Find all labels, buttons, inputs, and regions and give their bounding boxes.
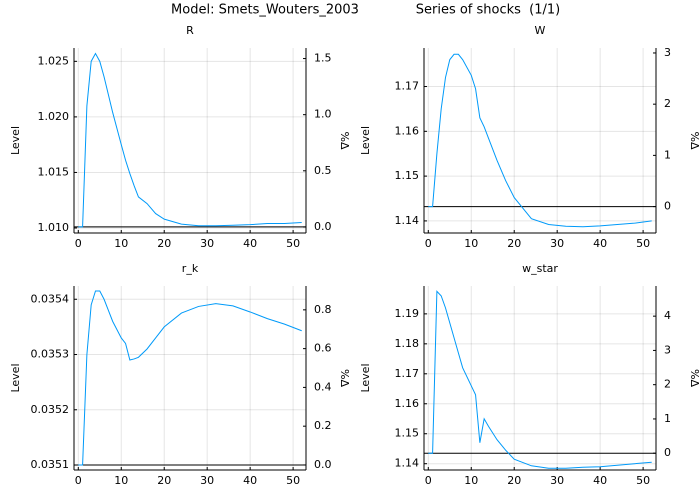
- x-tick-label: 0: [75, 237, 82, 250]
- y2-tick-label: 1: [664, 148, 671, 161]
- y-axis-label: Level: [9, 126, 22, 155]
- x-tick-label: 0: [425, 237, 432, 250]
- y2-tick-label: 0.5: [314, 164, 332, 177]
- y-tick-label: 1.14: [395, 457, 420, 470]
- y-tick-label: 1.19: [395, 307, 420, 320]
- x-tick-label: 20: [507, 474, 521, 487]
- y2-tick-label: 0.0: [314, 220, 332, 233]
- model-title: Model: Smets_Wouters_2003: [171, 3, 359, 18]
- y-tick-label: 1.15: [395, 427, 420, 440]
- y2-tick-label: 4: [664, 309, 671, 322]
- x-tick-label: 10: [114, 237, 128, 250]
- x-tick-label: 0: [425, 474, 432, 487]
- y-tick-label: 0.0354: [31, 292, 70, 305]
- panel-title: R: [186, 24, 194, 37]
- y2-axis-label: %Δ: [338, 369, 351, 387]
- y2-tick-label: 2: [664, 378, 671, 391]
- x-tick-label: 30: [550, 474, 564, 487]
- y-tick-label: 1.18: [395, 337, 420, 350]
- x-tick-label: 30: [550, 237, 564, 250]
- x-tick-label: 20: [157, 474, 171, 487]
- panel-title: r_k: [182, 262, 199, 275]
- x-tick-label: 50: [286, 237, 300, 250]
- x-tick-label: 40: [593, 474, 607, 487]
- y-axis-label: Level: [9, 363, 22, 392]
- x-tick-label: 50: [636, 237, 650, 250]
- y2-tick-label: 2: [664, 97, 671, 110]
- x-tick-label: 10: [464, 474, 478, 487]
- y-tick-label: 1.14: [395, 214, 420, 227]
- y2-tick-label: 1.5: [314, 52, 332, 65]
- x-tick-label: 10: [114, 474, 128, 487]
- y2-axis-label: %Δ: [688, 132, 700, 150]
- y2-tick-label: 0.2: [314, 419, 332, 432]
- x-tick-label: 40: [243, 237, 257, 250]
- x-tick-label: 40: [243, 474, 257, 487]
- y2-tick-label: 0.6: [314, 342, 332, 355]
- series-line: [428, 53, 652, 228]
- y-tick-label: 1.020: [38, 110, 70, 123]
- series-line: [428, 290, 652, 469]
- y2-tick-label: 0: [664, 446, 671, 459]
- x-tick-label: 20: [157, 237, 171, 250]
- y-tick-label: 1.17: [395, 367, 420, 380]
- x-tick-label: 0: [75, 474, 82, 487]
- y-tick-label: 1.015: [38, 165, 70, 178]
- x-tick-label: 50: [286, 474, 300, 487]
- y2-tick-label: 3: [664, 46, 671, 59]
- x-tick-label: 10: [464, 237, 478, 250]
- y-axis-label: Level: [359, 363, 372, 392]
- x-tick-label: 40: [593, 237, 607, 250]
- y-tick-label: 0.0351: [31, 458, 70, 471]
- panel-title: w_star: [522, 262, 558, 275]
- y-axis-label: Level: [359, 126, 372, 155]
- x-tick-label: 50: [636, 474, 650, 487]
- shocks-title: Series of shocks (1/1): [416, 3, 561, 18]
- y2-tick-label: 1.0: [314, 108, 332, 121]
- y2-axis-label: %Δ: [688, 369, 700, 387]
- y-tick-label: 1.16: [395, 397, 420, 410]
- x-tick-label: 30: [200, 474, 214, 487]
- x-tick-label: 30: [200, 237, 214, 250]
- y2-tick-label: 0.4: [314, 380, 332, 393]
- series-line: [78, 52, 302, 228]
- y-tick-label: 0.0353: [31, 348, 70, 361]
- y-tick-label: 0.0352: [31, 403, 70, 416]
- y-tick-label: 1.17: [395, 80, 420, 93]
- x-tick-label: 20: [507, 237, 521, 250]
- y2-tick-label: 0: [664, 200, 671, 213]
- y2-tick-label: 0.8: [314, 303, 332, 316]
- y2-axis-label: %Δ: [338, 132, 351, 150]
- y-tick-label: 1.16: [395, 124, 420, 137]
- y2-tick-label: 0.0: [314, 458, 332, 471]
- y2-tick-label: 3: [664, 343, 671, 356]
- panel-title: W: [535, 24, 546, 37]
- y-tick-label: 1.010: [38, 221, 70, 234]
- series-line: [78, 290, 302, 466]
- y2-tick-label: 1: [664, 412, 671, 425]
- y-tick-label: 1.15: [395, 169, 420, 182]
- y-tick-label: 1.025: [38, 54, 70, 67]
